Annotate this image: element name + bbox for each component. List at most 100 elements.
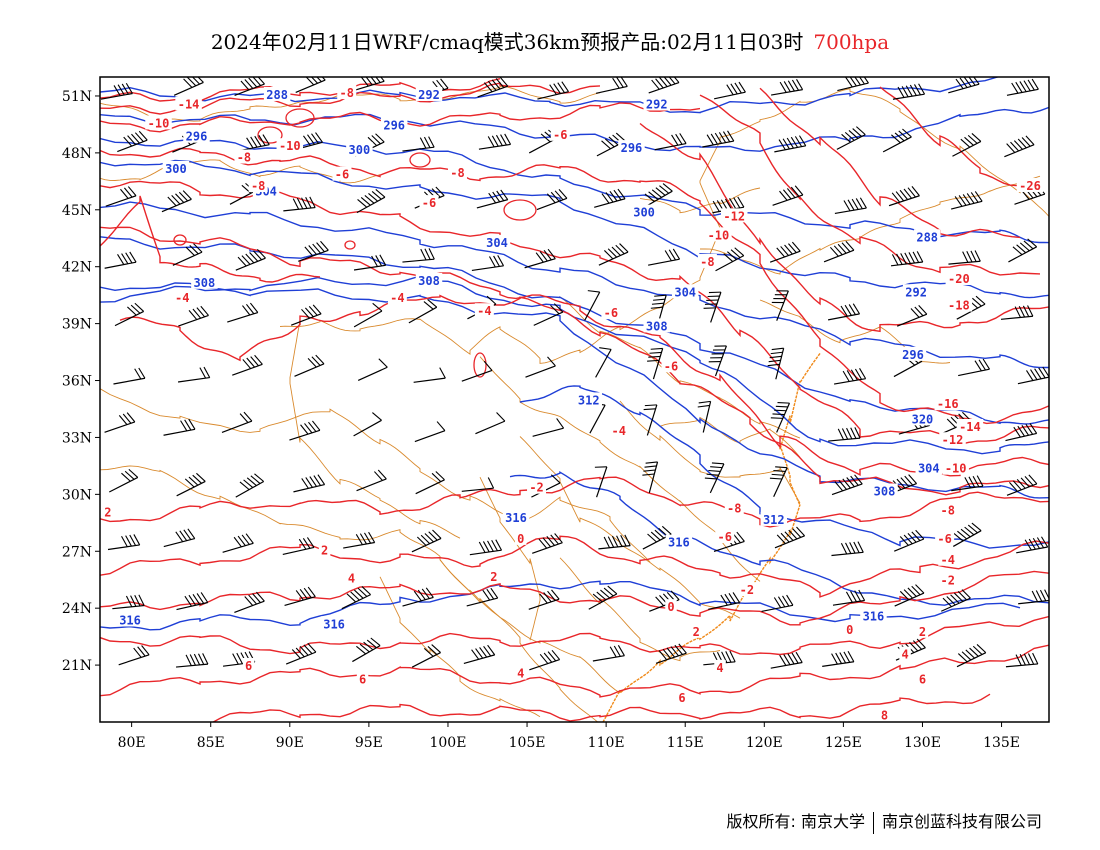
temperature-label: -8	[340, 86, 354, 100]
height-label: 312	[763, 513, 785, 527]
lon-tick-label: 85E	[197, 735, 225, 751]
temperature-label: 6	[245, 659, 252, 673]
height-label: 308	[874, 484, 896, 498]
lat-tick-label: 39N	[62, 317, 92, 333]
temperature-label: -6	[335, 168, 349, 182]
temperature-label: -6	[604, 306, 618, 320]
temperature-label: 2	[321, 543, 328, 557]
title-text: 2024年02月11日WRF/cmaq模式36km预报产品:02月11日03时	[211, 30, 804, 54]
temperature-label: 4	[517, 667, 524, 681]
temperature-label: -16	[937, 397, 959, 411]
height-label: 308	[646, 319, 668, 333]
height-label: 320	[912, 412, 934, 426]
temperature-label: 0	[846, 623, 853, 637]
lat-tick-label: 48N	[62, 146, 92, 162]
lat-tick-label: 24N	[62, 601, 92, 617]
lat-tick-label: 33N	[62, 430, 92, 446]
temperature-label: -8	[251, 179, 265, 193]
lat-tick-label: 51N	[62, 89, 92, 105]
temperature-label: -4	[390, 291, 404, 305]
lat-tick-label: 30N	[62, 487, 92, 503]
height-label: 316	[505, 511, 527, 525]
temperature-label: 2	[104, 505, 111, 519]
lon-tick-label: 95E	[355, 735, 383, 751]
temperature-label: -20	[948, 272, 970, 286]
temperature-label: -10	[945, 462, 967, 476]
temperature-label: -4	[941, 553, 955, 567]
height-label: 316	[863, 610, 885, 624]
temperature-label: -14	[959, 420, 981, 434]
temperature-label: -6	[553, 128, 567, 142]
lon-tick-label: 135E	[983, 735, 1020, 751]
temperature-label: -10	[708, 228, 730, 242]
temperature-label: -12	[942, 433, 964, 447]
height-label: 296	[621, 141, 643, 155]
height-label: 296	[186, 130, 208, 144]
height-label: 292	[646, 97, 668, 111]
temperature-label: -8	[700, 255, 714, 269]
height-label: 300	[349, 143, 371, 157]
height-label: 304	[486, 236, 508, 250]
copyright-company: 南京创蓝科技有限公司	[882, 812, 1042, 831]
height-label: 316	[119, 613, 141, 627]
lon-tick-label: 100E	[429, 735, 466, 751]
height-label: 308	[194, 276, 216, 290]
height-label: 316	[323, 617, 345, 631]
height-label: 300	[633, 206, 655, 220]
height-label: 296	[383, 118, 405, 132]
height-label: 316	[668, 536, 690, 550]
height-label: 304	[674, 285, 696, 299]
lon-tick-label: 105E	[509, 735, 546, 751]
temperature-label: 4	[716, 661, 723, 675]
chart-title: 2024年02月11日WRF/cmaq模式36km预报产品:02月11日03时 7…	[0, 26, 1100, 55]
temperature-label: -12	[723, 209, 745, 223]
lon-tick-label: 90E	[276, 735, 304, 751]
temperature-label: -26	[1019, 179, 1041, 193]
temperature-label: -6	[422, 196, 436, 210]
lon-tick-label: 130E	[904, 735, 941, 751]
lon-tick-label: 80E	[118, 735, 146, 751]
height-label: 300	[165, 162, 187, 176]
height-label: 312	[578, 393, 600, 407]
temperature-label: 2	[490, 570, 497, 584]
longitude-axis: 80E85E90E95E100E105E110E115E120E125E130E…	[118, 722, 1020, 751]
temperature-label: -2	[740, 583, 754, 597]
temperature-label: 6	[359, 672, 366, 686]
temperature-label: 0	[667, 600, 674, 614]
temperature-label: -4	[612, 424, 626, 438]
temperature-label: -2	[941, 574, 955, 588]
copyright-owner: 版权所有: 南京大学	[727, 812, 865, 831]
temperature-label: -10	[148, 116, 170, 130]
temperature-label: -8	[941, 503, 955, 517]
temperature-label: -8	[237, 151, 251, 165]
height-label: 304	[918, 462, 940, 476]
footer-separator	[873, 812, 874, 834]
temperature-label: 2	[693, 625, 700, 639]
height-label: 292	[905, 285, 927, 299]
latitude-axis: 51N48N45N42N39N36N33N30N27N24N21N	[62, 89, 100, 674]
lat-tick-label: 21N	[62, 658, 92, 674]
temperature-label: -4	[175, 291, 189, 305]
temperature-label: 8	[881, 708, 888, 722]
temperature-label: -18	[948, 299, 970, 313]
temperature-label: 4	[901, 648, 908, 662]
height-label: 292	[418, 88, 440, 102]
temperature-label: -8	[450, 166, 464, 180]
height-label: 308	[418, 274, 440, 288]
temperature-label: -8	[727, 502, 741, 516]
temperature-label: -10	[279, 139, 301, 153]
temperature-label: 6	[919, 672, 926, 686]
copyright-footer: 版权所有: 南京大学南京创蓝科技有限公司	[727, 808, 1043, 834]
lon-tick-label: 125E	[825, 735, 862, 751]
temperature-label: -2	[529, 481, 543, 495]
lat-tick-label: 36N	[62, 374, 92, 390]
height-label: 288	[916, 230, 938, 244]
temperature-label: -6	[664, 359, 678, 373]
temperature-label: -6	[718, 530, 732, 544]
pressure-level: 700hpa	[813, 30, 889, 54]
lat-tick-label: 45N	[62, 203, 92, 219]
lat-tick-label: 27N	[62, 544, 92, 560]
temperature-label: -6	[937, 532, 951, 546]
temperature-label: -14	[178, 97, 200, 111]
